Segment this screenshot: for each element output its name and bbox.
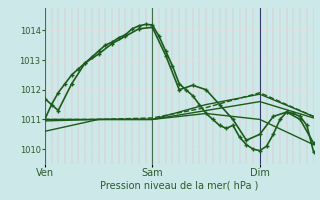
X-axis label: Pression niveau de la mer( hPa ): Pression niveau de la mer( hPa ) <box>100 181 258 191</box>
